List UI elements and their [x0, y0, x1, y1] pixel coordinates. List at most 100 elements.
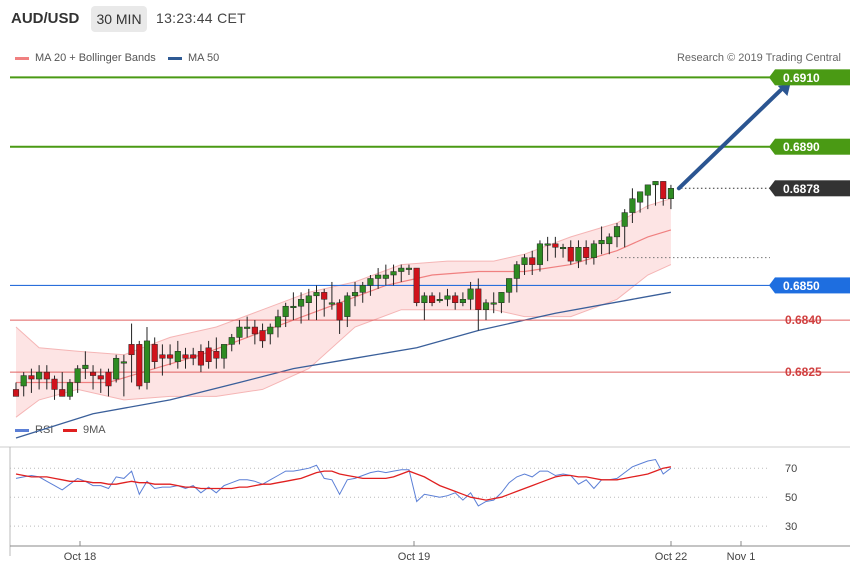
price-label-resistance: 0.6910 — [783, 71, 820, 85]
candle-body — [629, 198, 636, 213]
rsi-ma-line — [15, 466, 672, 501]
candle-body — [560, 247, 567, 250]
candle-body — [344, 295, 351, 317]
price-label-box — [775, 277, 850, 294]
price-label-last: 0.6878 — [783, 182, 820, 196]
legend-ma50-label: MA 50 — [188, 52, 220, 64]
price-label-support: 0.6840 — [785, 313, 822, 327]
candle-body — [398, 267, 405, 272]
candle-body — [598, 240, 605, 245]
candle-body — [97, 375, 104, 380]
candle-body — [521, 257, 528, 265]
candle-body — [120, 361, 127, 364]
price-label-pivot: 0.6850 — [783, 279, 820, 293]
projection-arrow — [676, 88, 783, 191]
candle-body — [143, 340, 151, 383]
candle-body — [606, 236, 613, 245]
bollinger-band-area — [16, 198, 671, 418]
candle-body — [513, 264, 520, 279]
price-label-box — [775, 180, 850, 197]
candle-body — [660, 181, 667, 199]
price-label-pointer-icon — [769, 138, 775, 155]
candle-body — [174, 351, 181, 362]
price-label-pointer-icon — [769, 69, 775, 86]
candle-body — [498, 292, 505, 304]
candle-body — [475, 288, 482, 310]
candle-body — [452, 295, 459, 304]
legend-ma50: MA 50 — [168, 52, 219, 64]
candle-body — [113, 357, 120, 380]
candle-body — [197, 351, 204, 366]
candle-body — [436, 299, 443, 302]
candle-body — [482, 302, 490, 310]
candle-body — [28, 375, 35, 380]
candle-body — [529, 257, 536, 265]
candle-body — [159, 354, 166, 359]
candle-body — [429, 295, 436, 304]
candle-body — [66, 382, 73, 397]
projection-arrowhead-icon — [777, 83, 791, 96]
candle-body — [136, 344, 143, 387]
candle-body — [359, 285, 366, 293]
candle-body — [74, 368, 81, 383]
candle-body — [382, 274, 389, 279]
candle-body — [228, 337, 235, 345]
candle-body — [544, 243, 551, 246]
candle-body — [336, 302, 343, 321]
candle-body — [321, 292, 328, 300]
price-label-resistance: 0.6890 — [783, 140, 820, 154]
rsi-line — [15, 458, 672, 507]
candle-body — [151, 344, 158, 362]
candle-body — [467, 288, 474, 300]
candle-body — [82, 364, 89, 369]
x-tick-label: Oct 18 — [64, 551, 96, 563]
candle-body — [506, 278, 513, 293]
candle-body — [552, 243, 559, 248]
candle-body — [644, 184, 651, 196]
candle-body — [328, 302, 335, 305]
candle-body — [667, 188, 674, 199]
header-bar: AUD/USD 30 MIN 13:23:44 CET — [0, 0, 850, 38]
price-label-box — [775, 69, 850, 86]
price-label-pointer-icon — [769, 180, 775, 197]
time-label: 13:23:44 CET — [156, 10, 246, 26]
rsi-tick-label: 30 — [785, 521, 797, 533]
candle-body — [298, 299, 305, 307]
candle-body — [51, 378, 58, 390]
candle-body — [290, 305, 297, 308]
candle-body — [12, 389, 20, 397]
ma50-swatch-icon — [168, 56, 182, 60]
candle-body — [637, 191, 644, 203]
candle-body — [205, 347, 212, 362]
price-label-pointer-icon — [769, 277, 775, 294]
candle-body — [313, 292, 320, 297]
timeframe-badge[interactable]: 30 MIN — [91, 6, 147, 32]
candle-body — [220, 344, 228, 359]
candle-body — [459, 299, 466, 304]
candle-body — [190, 354, 197, 359]
candle-body — [90, 371, 97, 376]
price-label-support: 0.6825 — [785, 365, 822, 379]
ma50-line — [15, 291, 672, 439]
candle-body — [213, 351, 220, 359]
bollinger-lower-line — [15, 264, 672, 418]
candle-body — [274, 316, 282, 328]
candle-body — [236, 326, 243, 338]
candle-body — [375, 274, 382, 279]
candle-body — [244, 326, 251, 329]
price-label-box — [775, 138, 850, 155]
candle-body — [390, 271, 397, 276]
rsi-tick-label: 50 — [785, 492, 797, 504]
candle-body — [36, 371, 43, 380]
candle-body — [567, 247, 574, 262]
bb-swatch-icon — [15, 56, 29, 60]
candle-body — [405, 267, 413, 270]
candle-body — [590, 243, 597, 258]
symbol-title: AUD/USD — [11, 10, 80, 27]
rsi-tick-label: 70 — [785, 463, 797, 475]
candle-body — [305, 295, 312, 304]
x-tick-label: Nov 1 — [727, 551, 756, 563]
candle-body — [367, 278, 374, 286]
candle-body — [613, 226, 621, 238]
